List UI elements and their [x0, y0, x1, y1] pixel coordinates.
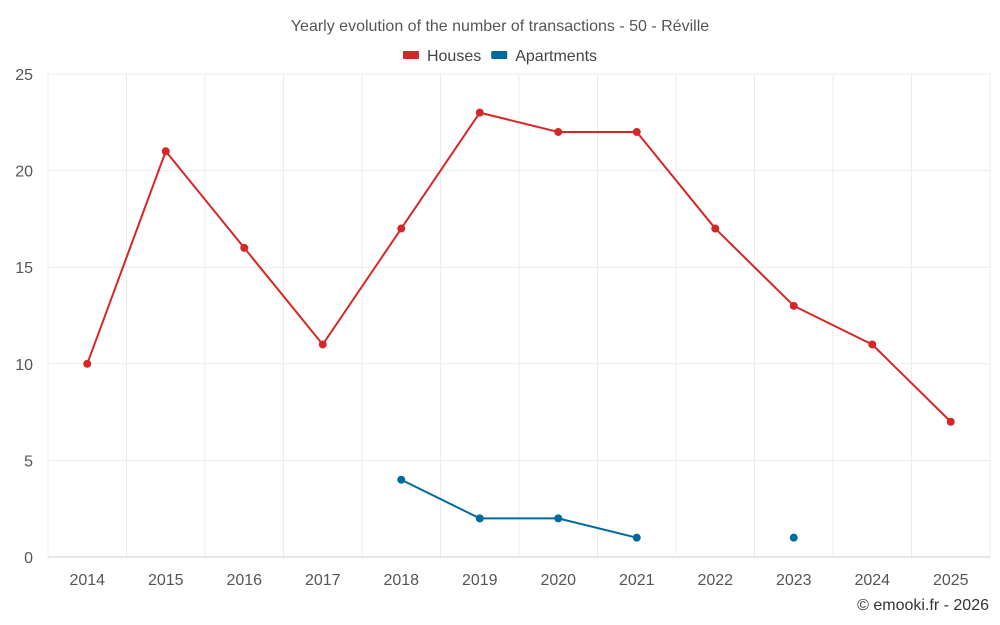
- y-tick-label: 10: [15, 357, 33, 374]
- houses-point-2015[interactable]: [161, 147, 170, 156]
- x-tick-label: 2021: [619, 572, 655, 589]
- apartments-point-2021[interactable]: [632, 533, 641, 542]
- chart-title: Yearly evolution of the number of transa…: [291, 18, 709, 35]
- x-tick-label: 2023: [776, 572, 812, 589]
- gridlines: [47, 73, 991, 557]
- houses-point-2022[interactable]: [711, 224, 720, 233]
- y-tick-label: 0: [24, 550, 33, 567]
- houses-point-2025[interactable]: [946, 417, 955, 426]
- y-axis-ticks: 0 5 10 15 20 25: [15, 67, 33, 567]
- legend[interactable]: Houses Apartments: [402, 48, 597, 65]
- x-tick-label: 2025: [933, 572, 969, 589]
- houses-point-2023[interactable]: [789, 301, 798, 310]
- x-tick-label: 2024: [854, 572, 890, 589]
- x-tick-label: 2019: [462, 572, 498, 589]
- y-tick-label: 5: [24, 453, 33, 470]
- x-tick-label: 2018: [383, 572, 419, 589]
- credit-text: © emooki.fr - 2026: [857, 597, 989, 614]
- houses-point-2018[interactable]: [397, 224, 406, 233]
- x-tick-label: 2022: [697, 572, 733, 589]
- x-tick-label: 2020: [540, 572, 576, 589]
- legend-swatch: [402, 51, 419, 59]
- houses-point-2019[interactable]: [475, 108, 484, 117]
- y-tick-label: 20: [15, 164, 33, 181]
- legend-label: Houses: [427, 48, 481, 65]
- apartments-point-2020[interactable]: [554, 514, 563, 523]
- x-axis-ticks: 2014 2015 2016 2017 2018 2019 2020 2021 2022 2023…: [69, 572, 968, 589]
- houses-point-2020[interactable]: [554, 127, 563, 136]
- legend-swatch: [491, 51, 508, 59]
- y-tick-label: 25: [15, 67, 33, 84]
- apartments-series-line: [400, 478, 637, 539]
- houses-point-2024[interactable]: [868, 340, 877, 349]
- houses-point-2014[interactable]: [83, 359, 92, 368]
- houses-series-line: [86, 111, 952, 423]
- x-tick-label: 2017: [305, 572, 341, 589]
- apartments-point-2023[interactable]: [789, 533, 798, 542]
- series-group: [83, 108, 955, 542]
- houses-point-2016[interactable]: [240, 243, 249, 252]
- apartments-point-2018[interactable]: [397, 475, 406, 484]
- x-tick-label: 2016: [226, 572, 262, 589]
- x-tick-label: 2014: [69, 572, 105, 589]
- legend-item-apartments[interactable]: Apartments: [491, 48, 597, 65]
- y-tick-label: 15: [15, 260, 33, 277]
- apartments-point-2019[interactable]: [475, 514, 484, 523]
- houses-point-2021[interactable]: [632, 127, 641, 136]
- legend-label: Apartments: [515, 48, 597, 65]
- legend-item-houses[interactable]: Houses: [402, 48, 481, 65]
- x-tick-label: 2015: [148, 572, 184, 589]
- houses-point-2017[interactable]: [318, 340, 327, 349]
